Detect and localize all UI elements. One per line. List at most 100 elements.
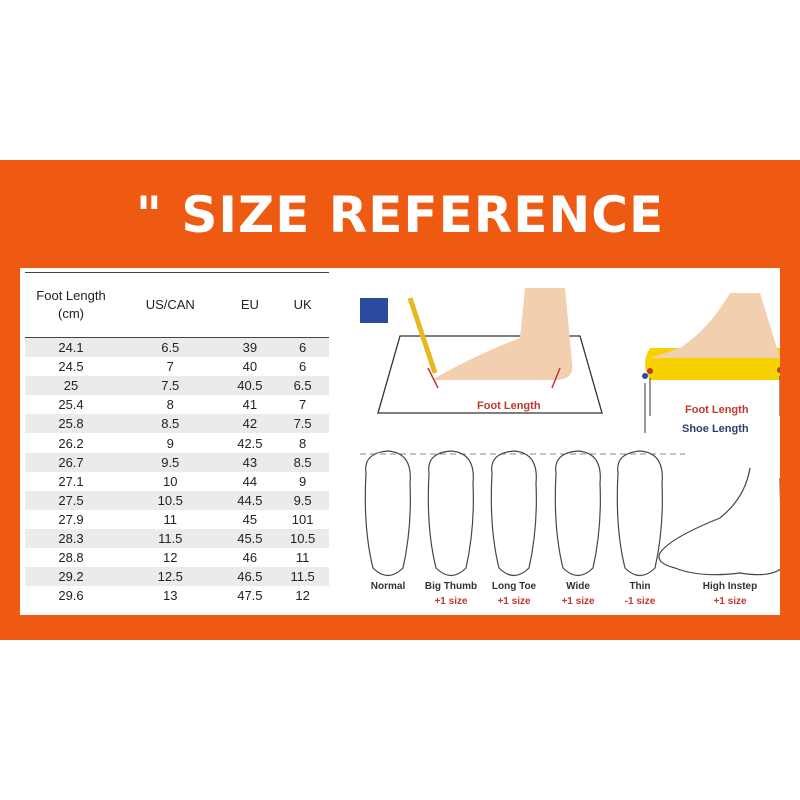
table-cell: 42 xyxy=(242,416,258,432)
table-cell: 41 xyxy=(242,397,258,413)
table-cell: 8.5 xyxy=(293,454,312,470)
foot-length-label: Foot Length xyxy=(477,400,541,412)
table-cell: 29.6 xyxy=(58,588,84,604)
table-header-row: Foot Length (cm) US/CAN EU UK xyxy=(25,272,329,338)
table-row: 24.1 6.5 39 6 xyxy=(25,337,329,358)
table-cell: 26.7 xyxy=(58,454,84,470)
column-header: EU xyxy=(240,297,259,312)
table-row: 29.2 12.5 46.5 11.5 xyxy=(25,567,329,587)
page-title: " SIZE REFERENCE xyxy=(135,186,665,244)
paper-outline xyxy=(377,335,603,414)
table-row: 25.8 8.5 42 7.5 xyxy=(25,414,329,434)
table-cell: 7 xyxy=(299,397,307,413)
table-row: 25 7.5 40.5 6.5 xyxy=(25,376,329,396)
foot-outline xyxy=(427,450,474,577)
table-cell: 47.5 xyxy=(237,588,263,604)
table-cell: 6 xyxy=(299,359,307,375)
foot-outline xyxy=(554,450,601,577)
table-cell: 9 xyxy=(166,435,174,451)
size-table: Foot Length (cm) US/CAN EU UK 24.1 6.5 39 6 24.… xyxy=(25,272,329,605)
table-row: 28.8 12 46 11 xyxy=(25,548,329,567)
foot-outline xyxy=(364,450,411,577)
table-cell: 8 xyxy=(299,435,307,451)
table-cell: 26.2 xyxy=(58,435,84,451)
table-row: 26.7 9.5 43 8.5 xyxy=(25,452,329,472)
table-cell: 29.2 xyxy=(58,569,84,585)
foot-in-shoe xyxy=(650,293,780,358)
table-cell: 27.5 xyxy=(58,492,84,508)
foot-type-label: Long Toe xyxy=(491,581,537,592)
table-cell: 11 xyxy=(295,550,310,566)
table-cell: 8.5 xyxy=(161,416,180,432)
foot-outline xyxy=(490,450,537,577)
table-cell: 10.5 xyxy=(157,492,183,508)
size-adjustment: +1 size xyxy=(561,596,595,607)
size-adjustment: +1 size xyxy=(713,596,747,607)
measurement-illustrations: Foot Length Foot Length Shoe Length Norm… xyxy=(340,268,788,615)
table-cell: 12.5 xyxy=(157,569,183,585)
table-cell: 12 xyxy=(163,550,178,566)
table-cell: 45 xyxy=(242,511,258,527)
table-cell: 28.8 xyxy=(58,550,84,566)
foot-type-label: Thin xyxy=(629,581,651,592)
table-cell: 25 xyxy=(63,378,79,394)
table-cell: 7 xyxy=(166,359,174,375)
table-cell: 11 xyxy=(163,511,178,527)
table-cell: 11.5 xyxy=(158,530,183,546)
table-cell: 27.9 xyxy=(58,511,84,527)
table-cell: 9.5 xyxy=(293,492,312,508)
foot-type-label: Wide xyxy=(566,581,590,592)
table-row: 24.5 7 40 6 xyxy=(25,357,329,376)
length-marks xyxy=(427,367,561,389)
table-cell: 25.4 xyxy=(58,397,84,413)
table-cell: 9.5 xyxy=(161,454,180,470)
table-row: 29.6 13 47.5 12 xyxy=(25,586,329,605)
foot-type-label: Normal xyxy=(370,581,406,592)
table-cell: 10.5 xyxy=(289,530,316,546)
table-cell: 40 xyxy=(242,359,258,375)
table-cell: 46.5 xyxy=(237,569,263,585)
table-cell: 8 xyxy=(166,397,174,413)
table-cell: 9 xyxy=(299,473,307,489)
table-cell: 40.5 xyxy=(237,378,263,394)
size-adjustment: +1 size xyxy=(497,596,531,607)
foot-type-label: High Instep xyxy=(702,581,758,592)
foot-type-label: Big Thumb xyxy=(424,581,478,592)
table-row: 27.5 10.5 44.5 9.5 xyxy=(25,490,329,510)
shoe-length-label: Shoe Length xyxy=(682,423,749,435)
table-cell: 10 xyxy=(163,473,178,489)
table-cell: 39 xyxy=(242,340,258,356)
column-header: Foot Length (cm) xyxy=(36,288,106,321)
table-cell: 44.5 xyxy=(237,492,263,508)
table-cell: 6.5 xyxy=(161,340,180,356)
foot-side-view xyxy=(432,288,573,380)
size-adjustment: +1 size xyxy=(434,596,468,607)
table-cell: 28.3 xyxy=(58,530,84,546)
table-row: 28.3 11.5 45.5 10.5 xyxy=(25,528,329,549)
table-cell: 11.5 xyxy=(290,569,315,585)
table-cell: 24.5 xyxy=(58,359,84,375)
pencil-icon xyxy=(407,297,438,374)
table-row: 26.2 9 42.5 8 xyxy=(25,433,329,452)
foot-length-label-shoe: Foot Length xyxy=(685,404,749,416)
table-cell: 46 xyxy=(242,550,258,566)
table-row: 27.9 11 45 101 xyxy=(25,510,329,529)
table-cell: 7.5 xyxy=(293,416,312,432)
hand-sleeve xyxy=(360,298,388,323)
table-cell: 6.5 xyxy=(293,378,312,394)
size-adjustment: -1 size xyxy=(624,596,656,607)
table-cell: 25.8 xyxy=(58,416,84,432)
table-cell: 42.5 xyxy=(237,435,263,451)
table-cell: 27.1 xyxy=(58,473,84,489)
foot-outlines xyxy=(364,450,663,577)
foot-illustration-svg xyxy=(360,288,788,577)
table-cell: 24.1 xyxy=(58,340,84,356)
table-cell: 12 xyxy=(295,588,310,604)
column-header: UK xyxy=(293,297,312,312)
table-cell: 44 xyxy=(242,473,258,489)
high-instep-foot xyxy=(658,467,783,576)
table-cell: 101 xyxy=(291,511,314,527)
table-cell: 6 xyxy=(299,340,307,356)
table-cell: 43 xyxy=(242,454,258,470)
table-cell: 45.5 xyxy=(237,530,263,546)
